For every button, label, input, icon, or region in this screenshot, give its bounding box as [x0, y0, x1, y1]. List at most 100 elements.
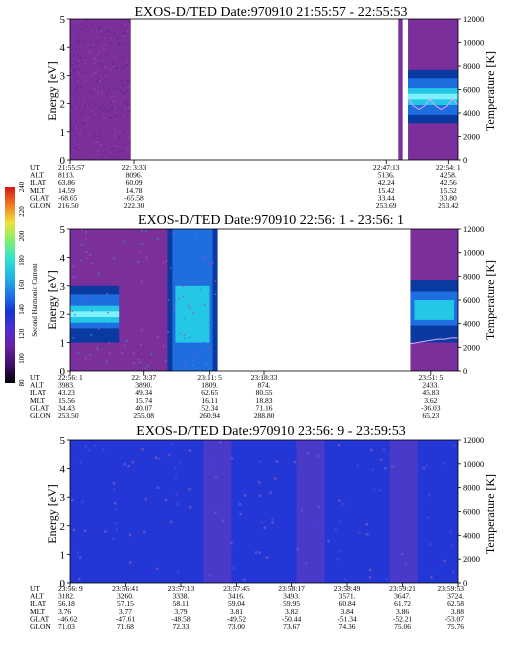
- panel-1-orbit-value: 15.52: [440, 186, 457, 195]
- panel-1-noise-pixel: [96, 80, 98, 82]
- panel-2-y-tick-label: 0: [60, 366, 66, 378]
- panel-1-noise-pixel: [87, 23, 90, 25]
- panel-1-noise-pixel: [75, 87, 77, 90]
- panel-1-orbit-value: -68.65: [58, 193, 78, 202]
- panel-1-noise-pixel: [86, 19, 89, 21]
- panel-2-speckle: [137, 261, 140, 263]
- panel-3-texture: [429, 543, 432, 546]
- panel-2-orbit-value: 23:18:33: [251, 373, 278, 382]
- panel-3-texture: [343, 578, 347, 581]
- panel-3-texture: [243, 578, 246, 582]
- panel-2: EXOS-D/TED Date:970910 22:56: 1 - 23:56:…: [30, 213, 497, 420]
- panel-1-noise-pixel: [97, 93, 100, 95]
- panel-3-texture: [317, 455, 320, 458]
- panel-1-noise-pixel: [78, 41, 80, 44]
- colorbar-ticks: 80 100 120 140 160 180 200 220 240: [18, 181, 26, 386]
- panel-2-orbit-value: 62.65: [201, 388, 218, 397]
- panel-3-texture: [368, 568, 372, 572]
- panel-1-row-label: ALT: [30, 171, 44, 180]
- panel-2-speckle: [90, 334, 93, 336]
- panel-2-speckle: [195, 233, 197, 235]
- panel-1-noise-pixel: [110, 101, 112, 104]
- panel-1-plot-area: [69, 18, 459, 161]
- panel-2-speckle: [183, 334, 186, 337]
- panel-1-orbit-value: 21:55:57: [58, 163, 85, 172]
- panel-3-texture: [426, 516, 429, 519]
- panel-1-noise-pixel: [114, 22, 116, 24]
- panel-2-speckle: [167, 331, 169, 333]
- panel-2-speckle: [85, 231, 87, 233]
- panel-1-noise-pixel: [70, 86, 72, 89]
- panel-3-texture: [112, 537, 115, 541]
- panel-1-orbit-value: 15.42: [378, 186, 395, 195]
- colorbar-tick-label: 200: [18, 230, 26, 241]
- panel-1-noise-pixel: [97, 90, 99, 93]
- panel-3-orbit-value: 61.72: [394, 599, 411, 608]
- panel-2-speckle: [121, 352, 124, 354]
- panel-2-band-peak: [70, 311, 120, 318]
- panel-3-texture: [258, 460, 262, 463]
- panel-1-noise-pixel: [126, 130, 129, 132]
- panel-1-noise-pixel: [98, 96, 101, 99]
- panel-1-noise-pixel: [96, 141, 98, 144]
- panel-3-orbit-value: 23:56:41: [112, 584, 139, 593]
- panel-1-noise-pixel: [97, 40, 99, 43]
- panel-3-texture: [128, 561, 132, 564]
- panel-1-noise-pixel: [114, 129, 117, 132]
- panel-2-speckle: [76, 322, 79, 324]
- panel-2-speckle: [107, 311, 109, 314]
- panel-2-speckle: [74, 314, 76, 316]
- panel-1-noise-pixel: [115, 87, 117, 89]
- panel-1-noise-pixel: [109, 119, 112, 121]
- panel-1-noise-pixel: [70, 47, 72, 49]
- panel-2-speckle: [98, 328, 100, 330]
- panel-2-orbit-value: 874.: [257, 381, 270, 390]
- panel-3-texture: [293, 460, 297, 464]
- panel-3-texture: [208, 574, 211, 577]
- panel-2-y-tick-label: 4: [60, 252, 66, 264]
- panel-2-y2-tick-label: 12000: [463, 224, 484, 234]
- panel-3-orbit-value: 3.82: [285, 607, 298, 616]
- panel-1-noise-pixel: [114, 32, 116, 34]
- panel-1-noise-pixel: [84, 80, 86, 83]
- panel-3-texture: [210, 462, 213, 466]
- panel-2-speckle: [132, 352, 135, 354]
- panel-1-orbit-value: 33.80: [440, 193, 457, 202]
- panel-3-texture: [113, 501, 117, 505]
- panel-3-orbit-value: 71.03: [58, 622, 75, 631]
- panel-2-speckle: [203, 256, 206, 259]
- panel-3-orbit-value: 3647.: [394, 592, 411, 601]
- panel-1-noise-pixel: [113, 82, 115, 84]
- panel-1-noise-pixel: [112, 63, 114, 65]
- panel-3-texture: [115, 521, 118, 525]
- panel-1-noise-pixel: [89, 22, 91, 25]
- panel-1-noise-pixel: [125, 101, 128, 104]
- panel-2-y2-axis-label: Temperature [K]: [483, 260, 497, 340]
- panel-1-noise-pixel: [105, 72, 108, 74]
- panel-1-noise-pixel: [97, 150, 99, 152]
- panel-3-texture: [154, 456, 158, 460]
- panel-1-noise-pixel: [122, 96, 125, 98]
- panel-1-noise-pixel: [113, 108, 116, 110]
- panel-1-noise-pixel: [122, 66, 124, 69]
- panel-3-y-tick-label: 0: [60, 578, 66, 590]
- panel-1-noise-pixel: [85, 105, 87, 107]
- panel-1-orbit-value: -65.58: [124, 193, 144, 202]
- panel-1-noise-pixel: [123, 35, 126, 37]
- panel-1-noise-pixel: [75, 100, 77, 103]
- panel-2-speckle: [108, 352, 111, 354]
- panel-3-y2-tick-label: 12000: [463, 435, 484, 445]
- panel-3-texture: [188, 449, 192, 452]
- panel-1-ticks: 0 1 2 3 4 5 0 2000 4000 6000 8000 10000 12000: [60, 14, 485, 167]
- panel-2-row-label: GLAT: [30, 403, 50, 412]
- panel-3-texture: [176, 502, 179, 506]
- panel-1-noise-pixel: [93, 135, 95, 138]
- panel-2-orbit-value: 52.34: [201, 403, 218, 412]
- panel-1-noise-pixel: [95, 71, 98, 73]
- panel-1-data-segment: [70, 19, 131, 160]
- panel-1-noise-pixel: [128, 20, 131, 23]
- panel-2-y-tick-label: 3: [60, 281, 66, 293]
- panel-1-noise-pixel: [99, 129, 102, 132]
- panel-3-texture: [123, 462, 127, 466]
- panel-2-speckle: [141, 230, 143, 232]
